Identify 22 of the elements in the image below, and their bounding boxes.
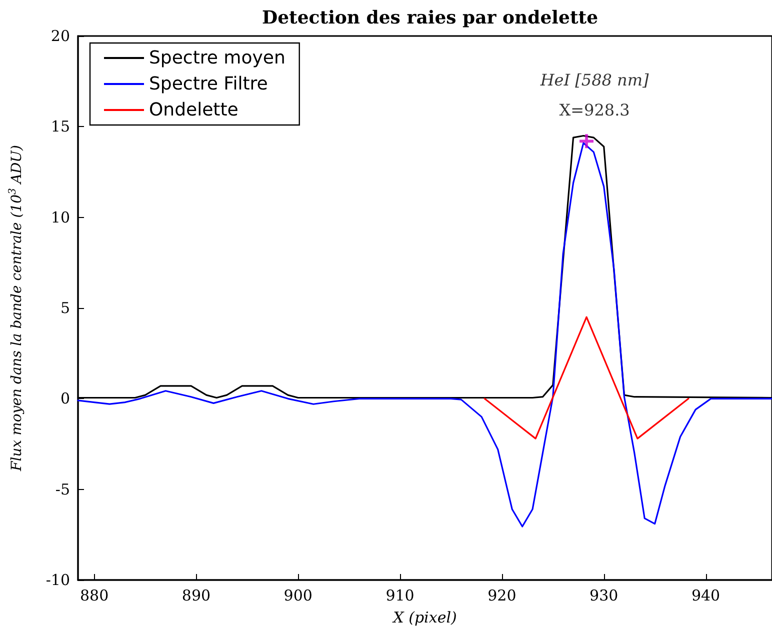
chart-title: Detection des raies par ondelette <box>262 8 598 28</box>
legend-label: Spectre Filtre <box>149 74 268 94</box>
y-tick-label: -10 <box>46 571 70 589</box>
x-axis-title: X (pixel) <box>392 608 457 626</box>
annotation: HeI [588 nm] <box>539 70 650 90</box>
legend-label: Spectre moyen <box>149 48 286 68</box>
x-tick-label: 880 <box>80 586 109 604</box>
y-tick-label: 5 <box>60 299 70 317</box>
y-tick-label: 20 <box>50 27 70 45</box>
y-tick-label: 0 <box>60 390 70 408</box>
x-tick-label: 890 <box>182 586 211 604</box>
x-tick-label: 910 <box>386 586 414 604</box>
y-axis-title: Flux moyen dans la bande centrale (103 ADU) <box>8 145 25 472</box>
x-tick-label: 920 <box>488 586 516 604</box>
y-tick-label: 15 <box>50 118 70 136</box>
y-tick-label: -5 <box>55 480 70 498</box>
legend-label: Ondelette <box>149 100 238 120</box>
y-tick-label: 10 <box>50 208 70 226</box>
annotation: X=928.3 <box>559 100 630 120</box>
x-tick-label: 900 <box>284 586 312 604</box>
x-tick-label: 940 <box>691 586 720 604</box>
x-tick-label: 930 <box>590 586 618 604</box>
